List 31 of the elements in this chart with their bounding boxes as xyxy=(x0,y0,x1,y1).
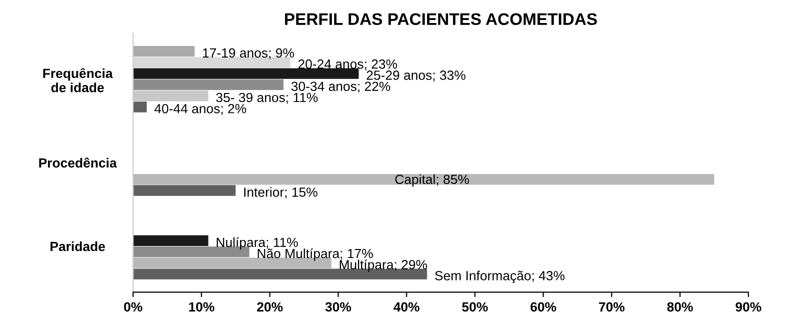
data-label: 35- 39 anos; 11% xyxy=(216,92,318,104)
chart-title: PERFIL DAS PACIENTES ACOMETIDAS xyxy=(285,13,597,26)
x-tick-label: 0% xyxy=(124,302,142,312)
y-tick-label: Frequência de idade xyxy=(43,68,113,92)
bar xyxy=(133,79,284,90)
x-tick-label: 80% xyxy=(667,302,693,312)
data-label: Interior; 15% xyxy=(244,187,318,198)
y-tick-label: Paridade xyxy=(50,241,105,252)
x-tick-label: 50% xyxy=(462,302,488,312)
data-label: Capital; 85% xyxy=(395,174,469,187)
y-tick-label: Procedência xyxy=(39,158,117,168)
bar xyxy=(133,46,195,57)
bar xyxy=(133,102,147,112)
data-label: Sem Informação; 43% xyxy=(435,270,565,284)
data-label: 17-19 anos; 9% xyxy=(203,48,294,60)
bar xyxy=(133,185,236,196)
x-tick-label: 30% xyxy=(325,302,352,312)
data-label: 30-34 anos; 22% xyxy=(291,82,390,93)
data-label: 20-24 anos; 23% xyxy=(298,59,398,70)
data-label: Não Multípara; 17% xyxy=(258,248,373,261)
bar xyxy=(133,174,714,185)
x-tick-label: 40% xyxy=(394,302,420,312)
bar xyxy=(133,235,208,246)
x-tick-label: 10% xyxy=(189,302,214,312)
data-label: 40-44 anos; 2% xyxy=(154,104,246,115)
x-tick-label: 70% xyxy=(599,302,625,312)
data-label: 25-29 anos; 33% xyxy=(366,70,466,82)
data-label: Nulípara; 11% xyxy=(216,237,298,250)
x-tick-label: 90% xyxy=(736,302,762,312)
x-tick-label: 20% xyxy=(257,302,283,312)
x-tick-label: 60% xyxy=(530,302,556,312)
